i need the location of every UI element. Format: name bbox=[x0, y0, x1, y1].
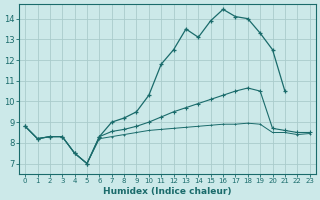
X-axis label: Humidex (Indice chaleur): Humidex (Indice chaleur) bbox=[103, 187, 232, 196]
